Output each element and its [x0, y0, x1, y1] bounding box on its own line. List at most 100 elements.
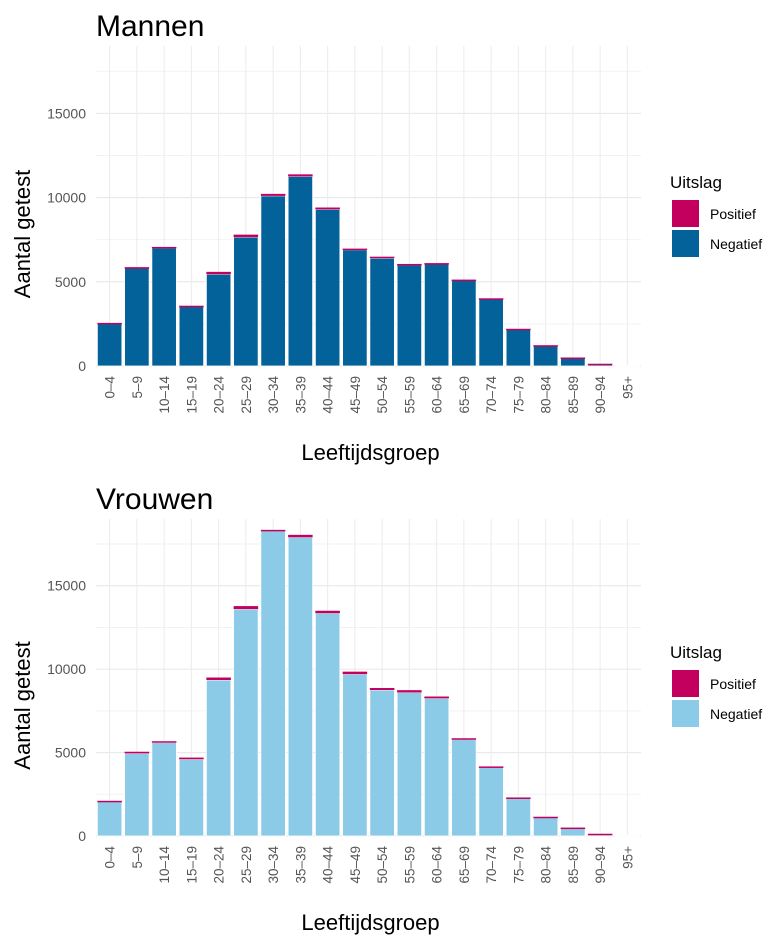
bar-negatief	[505, 328, 532, 367]
bar-negatief	[151, 742, 177, 837]
x-tick-label: 0–4	[103, 846, 118, 869]
bar-positief	[587, 833, 613, 836]
bar-positief	[179, 305, 204, 308]
y-axis-label: Aantal getest	[10, 170, 35, 298]
bar-positief	[451, 279, 477, 282]
bar-negatief	[451, 279, 477, 367]
bar-negatief	[96, 800, 123, 837]
bar-positief	[533, 345, 558, 347]
y-tick-label: 0	[78, 828, 86, 844]
bar-negatief	[423, 697, 450, 837]
y-axis-label: Aantal getest	[10, 641, 35, 769]
bar-positief	[397, 690, 422, 693]
bar-positief	[315, 207, 340, 210]
bar-negatief	[614, 834, 641, 837]
x-tick-label: 80–84	[539, 376, 554, 414]
x-tick-label: 70–74	[484, 376, 499, 414]
x-tick-label: 20–24	[212, 846, 227, 884]
bar-negatief	[614, 365, 641, 367]
bar-negatief	[287, 176, 314, 367]
x-tick-label: 45–49	[348, 846, 363, 884]
x-tick-label: 60–64	[430, 846, 445, 884]
y-tick-label: 15000	[47, 105, 86, 121]
x-tick-label: 35–39	[293, 846, 308, 884]
chart-panel-1: 0 5000 10000 15000 0–4 5–9 10–14 15–19 20–24 25–2…	[10, 10, 762, 465]
bar-positief	[560, 357, 586, 359]
legend-label-positief: Positief	[710, 676, 756, 692]
bar-negatief	[205, 679, 232, 837]
bar-negatief	[396, 692, 423, 837]
x-tick-label: 80–84	[539, 846, 554, 884]
x-tick-label: 50–54	[375, 846, 390, 884]
legend-label-negatief: Negatief	[710, 236, 762, 252]
x-tick-label: 60–64	[430, 376, 445, 414]
bar-positief	[342, 671, 368, 675]
bar-positief	[151, 741, 177, 743]
y-tick-label: 0	[78, 358, 86, 374]
bar-positief	[424, 696, 449, 699]
x-tick-label: 95+	[620, 376, 635, 399]
chart-title: Vrouwen	[96, 483, 213, 516]
x-tick-label: 55–59	[402, 376, 417, 414]
bar-positief	[260, 193, 286, 196]
x-tick-label: 95+	[620, 846, 635, 869]
x-tick-label: 5–9	[130, 376, 145, 399]
bar-negatief	[532, 816, 559, 837]
bar-negatief	[478, 766, 504, 837]
x-tick-label: 75–79	[511, 376, 526, 414]
legend-key-negatief	[672, 230, 699, 257]
x-tick-label: 10–14	[157, 376, 172, 414]
bar-negatief	[423, 263, 450, 367]
bar-negatief	[124, 753, 150, 837]
bar-negatief	[233, 608, 259, 837]
bar-negatief	[205, 273, 232, 367]
x-tick-label: 65–69	[457, 846, 472, 884]
bar-positief	[315, 610, 340, 614]
x-tick-label: 45–49	[348, 376, 363, 414]
x-tick-label: 85–89	[566, 376, 581, 414]
bar-positief	[506, 797, 531, 799]
bar-positief	[233, 606, 259, 610]
bar-negatief	[369, 689, 395, 837]
x-tick-label: 90–94	[593, 376, 608, 414]
bar-negatief	[260, 195, 286, 367]
x-tick-label: 15–19	[184, 846, 199, 884]
bar-positief	[342, 248, 368, 251]
x-tick-label: 30–34	[266, 376, 281, 414]
bar-negatief	[369, 257, 395, 367]
legend-label-negatief: Negatief	[710, 706, 762, 722]
bar-negatief	[124, 267, 150, 367]
bar-positief	[451, 738, 477, 740]
bar-negatief	[505, 797, 532, 837]
y-tick-label: 5000	[55, 274, 86, 290]
bar-negatief	[233, 236, 259, 367]
bar-positief	[233, 234, 259, 238]
x-tick-label: 70–74	[484, 846, 499, 884]
bar-negatief	[287, 536, 314, 837]
bar-positief	[288, 174, 313, 177]
bar-negatief	[478, 298, 504, 367]
bar-negatief	[342, 249, 368, 367]
bar-positief	[124, 751, 150, 754]
legend-title: Uitslag	[670, 173, 722, 192]
x-axis-label: Leeftijdsgroep	[301, 910, 439, 935]
x-axis-label: Leeftijdsgroep	[301, 440, 439, 465]
bar-negatief	[151, 247, 177, 367]
x-tick-label: 0–4	[103, 376, 118, 399]
bar-positief	[397, 263, 422, 266]
bar-positief	[206, 271, 231, 275]
bar-positief	[151, 246, 177, 249]
x-tick-label: 35–39	[293, 376, 308, 414]
x-tick-label: 10–14	[157, 846, 172, 884]
bar-positief	[560, 827, 586, 830]
bar-negatief	[314, 208, 341, 367]
y-tick-label: 5000	[55, 745, 86, 761]
chart-panel-2: 0 5000 10000 15000 0–4 5–9 10–14 15–19 20–24 25–2…	[10, 483, 762, 935]
x-tick-label: 65–69	[457, 376, 472, 414]
bar-positief	[179, 757, 204, 760]
y-tick-label: 10000	[47, 190, 86, 206]
x-tick-label: 20–24	[212, 376, 227, 414]
x-tick-label: 75–79	[511, 846, 526, 884]
legend-key-positief	[672, 670, 699, 697]
bar-positief	[97, 800, 122, 803]
